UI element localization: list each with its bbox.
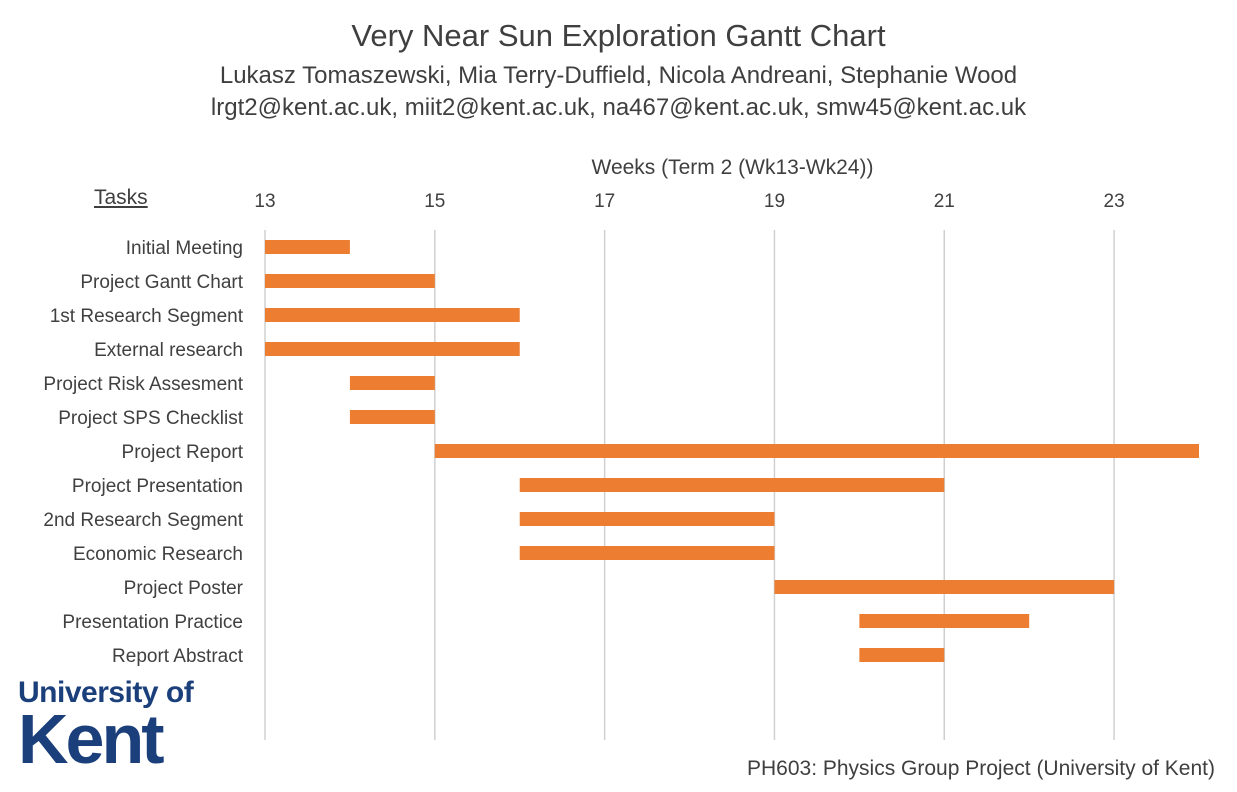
task-bar (859, 614, 1030, 628)
x-axis-label: Weeks (Term 2 (Wk13-Wk24)) (591, 156, 874, 179)
task-label: Presentation Practice (62, 612, 243, 633)
task-bar (265, 240, 350, 254)
x-tick-label: 17 (594, 191, 615, 212)
x-tick-label: 21 (934, 191, 955, 212)
task-bar (519, 478, 945, 492)
logo-line-1: University of (18, 676, 194, 709)
x-tick-label: 13 (254, 191, 275, 212)
task-bar (774, 580, 1115, 594)
task-label: Project Presentation (72, 476, 243, 497)
x-tick-label: 15 (424, 191, 445, 212)
task-bar (519, 546, 775, 560)
task-bar (265, 342, 520, 356)
task-label: External research (94, 340, 243, 361)
chart-title: Very Near Sun Exploration Gantt Chart (351, 18, 886, 53)
tasks-header: Tasks (94, 186, 148, 209)
task-label: 1st Research Segment (50, 306, 244, 327)
task-label: Initial Meeting (126, 238, 243, 259)
task-label: Project Poster (124, 578, 244, 599)
task-label: Report Abstract (112, 646, 244, 667)
authors-line: Lukasz Tomaszewski, Mia Terry-Duffield, … (219, 62, 1018, 89)
university-logo: University of Kent (18, 676, 208, 786)
task-label: Project Gantt Chart (80, 272, 243, 293)
x-tick-label: 19 (764, 191, 785, 212)
task-label: Economic Research (73, 544, 243, 565)
task-bar (349, 376, 435, 390)
task-bar (519, 512, 775, 526)
logo-line-2: Kent (18, 700, 165, 778)
emails-line: lrgt2@kent.ac.uk, miit2@kent.ac.uk, na46… (210, 94, 1027, 121)
task-bar (265, 308, 520, 322)
footer-text: PH603: Physics Group Project (University… (746, 757, 1215, 780)
x-tick-label: 23 (1104, 191, 1125, 212)
task-label: Project SPS Checklist (58, 408, 244, 429)
task-label: Project Report (122, 442, 244, 463)
task-bar (859, 648, 945, 662)
task-bar (265, 274, 435, 288)
task-bar (349, 410, 435, 424)
task-label: Project Risk Assesment (43, 374, 243, 395)
task-label: 2nd Research Segment (43, 510, 243, 531)
task-bar (434, 444, 1199, 458)
